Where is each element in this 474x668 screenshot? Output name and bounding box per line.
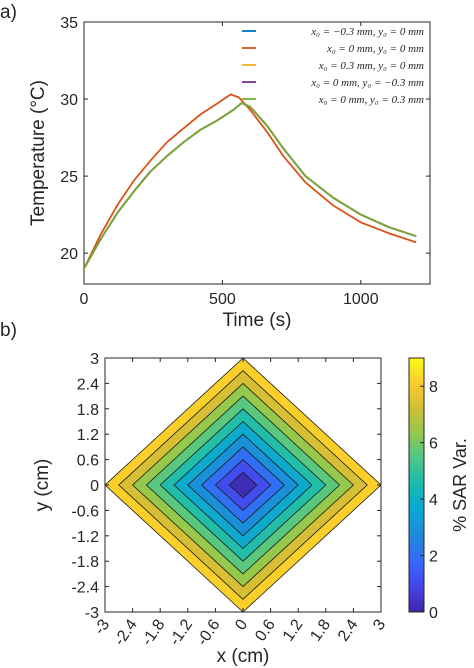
panel-a-line-chart: a) 0 500 1000 20 25 30 35 Time (s) Temperature… — [0, 2, 431, 331]
panel-b-x-tick-label: 0.6 — [252, 616, 279, 644]
panel-a-plot-frame — [83, 21, 431, 285]
panel-b-y-tick-label: 1.2 — [77, 427, 99, 444]
series-line — [84, 93, 417, 269]
panel-a-ticks: 0 500 1000 20 25 30 35 — [60, 15, 430, 308]
panel-b-y-tick-label: 3 — [90, 351, 99, 368]
panel-b-y-tick-label: 0.6 — [77, 453, 99, 470]
colorbar-gradient — [408, 357, 425, 613]
panel-a-y-tick-label: 30 — [60, 92, 78, 109]
panel-b-label: b) — [0, 320, 17, 341]
legend-entry: x₀ = 0.3 mm, y₀ = 0 mm — [318, 60, 424, 72]
panel-a-label: a) — [0, 2, 17, 23]
panel-b-colorbar: 0 2 4 6 8 % SAR Var. — [408, 357, 470, 622]
colorbar-tick-label: 8 — [429, 379, 438, 396]
legend-entry: x₀ = −0.3 mm, y₀ = 0 mm — [310, 26, 424, 38]
panel-b-y-axis-label: y (cm) — [32, 459, 53, 512]
panel-b-y-tick-label: -3 — [85, 605, 99, 622]
colorbar-tick-label: 2 — [429, 549, 438, 566]
colorbar-tick-label: 6 — [429, 436, 438, 453]
panel-b-y-tick-label: 2.4 — [77, 376, 99, 393]
panel-b-x-tick-label: -2.4 — [111, 616, 141, 648]
panel-b-y-tick-label: -0.6 — [71, 503, 99, 520]
series-line — [84, 102, 417, 270]
colorbar-label: % SAR Var. — [450, 438, 470, 532]
panel-a-series-lines — [84, 93, 417, 270]
panel-b-x-tick-label: 3 — [370, 616, 389, 633]
panel-b-contour-bands — [104, 357, 382, 613]
colorbar-tick-label: 0 — [429, 605, 438, 622]
panel-b-contour-map: b) -3-2.4-1.8-1.2-0.6 0 0.6 1.2 1.8 2.4 3-3-2.… — [0, 320, 470, 667]
panel-b-x-tick-label: -1.8 — [139, 616, 169, 648]
panel-b-x-axis-label: x (cm) — [217, 646, 270, 667]
panel-a-y-axis-label: Temperature (°C) — [28, 80, 49, 226]
panel-b-y-tick-label: 1.8 — [77, 402, 99, 419]
panel-b-x-tick-label: -0.6 — [194, 616, 224, 648]
panel-b-y-tick-label: 0 — [90, 478, 99, 495]
colorbar-tick-label: 4 — [429, 492, 438, 509]
panel-a-x-axis-label: Time (s) — [223, 310, 292, 331]
panel-a-y-tick-label: 35 — [60, 15, 78, 32]
panel-b-x-tick-label: 2.4 — [335, 616, 362, 644]
panel-b-y-tick-label: -1.8 — [71, 554, 99, 571]
panel-b-y-tick-label: -1.2 — [71, 529, 99, 546]
panel-b-x-tick-label: 0 — [232, 616, 251, 633]
panel-b-y-tick-label: -2.4 — [71, 580, 99, 597]
panel-a-x-tick-label: 0 — [80, 291, 89, 308]
panel-b-x-tick-label: 1.2 — [280, 616, 307, 644]
legend-entry: x₀ = 0 mm, y₀ = −0.3 mm — [310, 77, 424, 89]
panel-a-y-tick-label: 25 — [60, 169, 78, 186]
panel-a-x-tick-label: 1000 — [343, 291, 379, 308]
colorbar-ticks: 0 2 4 6 8 — [420, 379, 438, 622]
contour-band — [228, 471, 258, 499]
legend-entry: x₀ = 0 mm, y₀ = 0 mm — [326, 43, 424, 55]
legend-entry: x₀ = 0 mm, y₀ = 0.3 mm — [318, 94, 424, 106]
panel-a-y-tick-label: 20 — [60, 246, 78, 263]
panel-a-legend: x₀ = −0.3 mm, y₀ = 0 mm x₀ = 0 mm, y₀ = 0… — [242, 26, 424, 106]
panel-b-x-tick-label: 1.8 — [307, 616, 334, 644]
panel-a-x-tick-label: 500 — [209, 291, 236, 308]
panel-b-x-tick-label: -1.2 — [166, 616, 196, 648]
